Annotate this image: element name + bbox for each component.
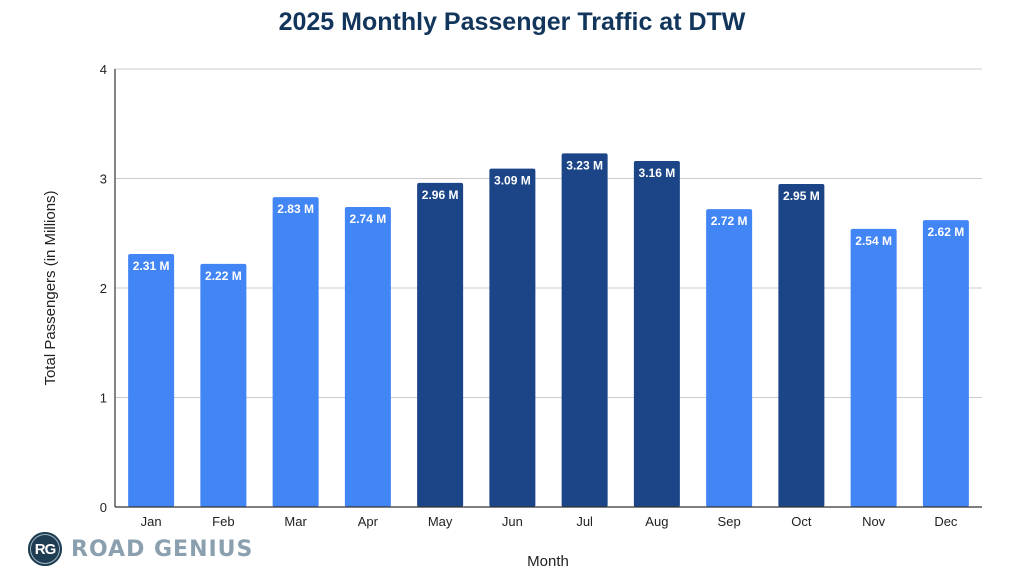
bar-sep: [706, 209, 753, 507]
bars: 2.31 M 2.22 M 2.83 M 2.74 M 2.96 M 3.09 M 3.23…: [128, 153, 969, 508]
x-tick-label: Mar: [284, 514, 307, 529]
data-label: 2.31 M: [133, 259, 170, 273]
bar-jun: [489, 168, 536, 507]
data-label: 2.95 M: [783, 189, 820, 203]
data-label: 3.23 M: [566, 158, 603, 172]
data-label: 3.16 M: [639, 166, 676, 180]
x-tick-label: Nov: [862, 514, 886, 529]
x-tick-label: May: [428, 514, 453, 529]
x-tick-label: Feb: [212, 514, 234, 529]
bar-jul: [561, 153, 608, 507]
x-tick-label: Jul: [576, 514, 593, 529]
x-tick-label: Oct: [791, 514, 812, 529]
x-tick-label: Dec: [934, 514, 958, 529]
bar-apr: [344, 206, 391, 507]
data-label: 2.74 M: [350, 212, 387, 226]
x-tick-label: Apr: [358, 514, 379, 529]
brand-name: ROAD GENIUS: [71, 536, 254, 562]
data-label: 3.09 M: [494, 174, 531, 188]
x-tick-label: Aug: [645, 514, 668, 529]
x-axis-label: Month: [527, 553, 569, 570]
data-label: 2.54 M: [855, 234, 892, 248]
y-tick-label: 0: [100, 500, 107, 515]
data-label: 2.83 M: [277, 202, 314, 216]
axes: 0 1 2 3 4 Jan Feb Mar Apr May Jun Jul Aug Sep Oct Nov De…: [100, 62, 982, 529]
y-axis-label: Total Passengers (in Millions): [42, 190, 59, 385]
y-tick-label: 1: [100, 391, 107, 406]
data-label: 2.62 M: [928, 225, 965, 239]
rg-badge-icon: RG: [28, 532, 62, 566]
bar-dec: [922, 220, 969, 508]
bar-jan: [128, 254, 175, 507]
x-tick-label: Jun: [502, 514, 523, 529]
data-label: 2.96 M: [422, 188, 459, 202]
bar-oct: [778, 183, 825, 507]
bar-feb: [200, 263, 247, 507]
bar-mar: [272, 197, 319, 508]
chart-title: 2025 Monthly Passenger Traffic at DTW: [278, 8, 746, 36]
gridlines: [115, 68, 982, 398]
bar-aug: [633, 160, 680, 508]
bar-nov: [850, 228, 897, 507]
data-label: 2.22 M: [205, 269, 242, 283]
bar-may: [417, 182, 464, 507]
data-label: 2.72 M: [711, 214, 748, 228]
road-genius-logo: RG ROAD GENIUS: [28, 532, 253, 566]
x-tick-label: Sep: [718, 514, 741, 529]
y-tick-label: 2: [100, 281, 107, 296]
y-tick-label: 3: [100, 172, 107, 187]
y-tick-label: 4: [100, 62, 107, 77]
x-tick-label: Jan: [141, 514, 162, 529]
